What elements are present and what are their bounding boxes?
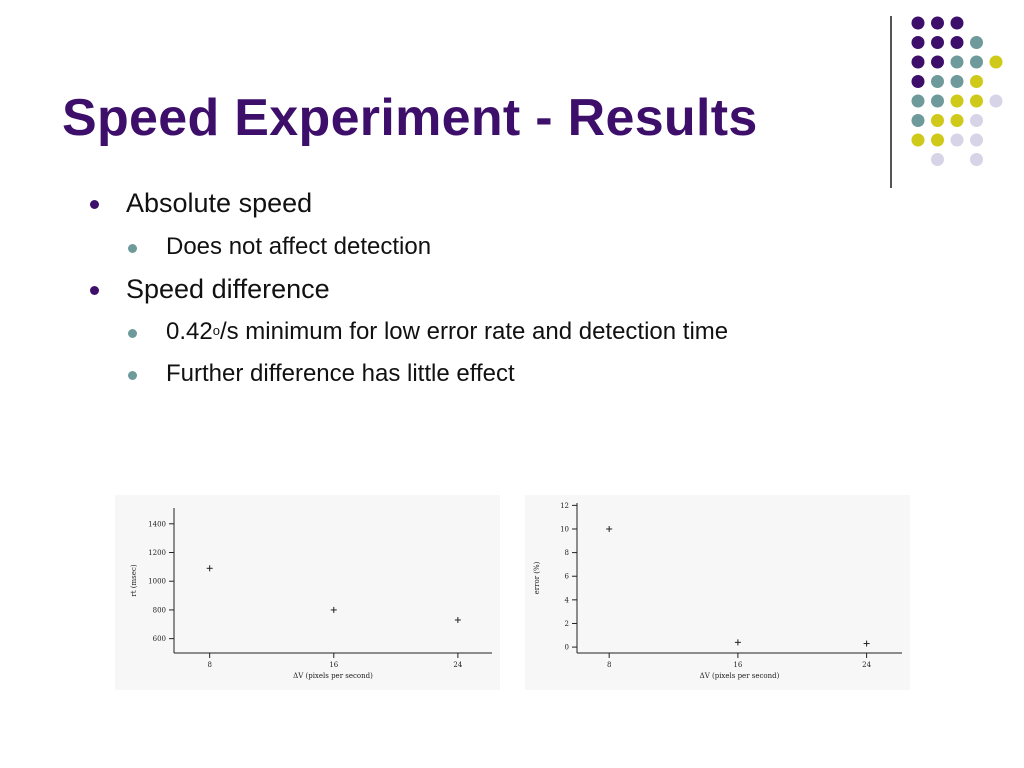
- rt-scatter-chart: 600 800 1000 1200 1400 8 16 24 ΔV (pixels per se…: [115, 495, 500, 690]
- decor-dot: [970, 114, 983, 127]
- bullet-absolute-speed: Absolute speed: [90, 188, 313, 219]
- y-tick-label: 1200: [148, 549, 166, 557]
- degree-symbol: o: [212, 323, 220, 338]
- y-axis-label: rt (msec): [130, 564, 138, 596]
- x-axis-label: ΔV (pixels per second): [293, 672, 373, 680]
- decor-dot: [931, 75, 944, 88]
- bullet-text: Absolute speed: [126, 188, 313, 218]
- y-tick-label: 1000: [148, 578, 166, 586]
- decor-dot: [911, 114, 925, 127]
- decor-dot: [989, 94, 1003, 108]
- data-point-marker: [454, 616, 461, 623]
- sub-bullet-dot: [128, 244, 137, 253]
- y-tick-label: 0: [565, 644, 569, 652]
- data-point-marker: [734, 639, 741, 646]
- x-axis-label: ΔV (pixels per second): [700, 672, 780, 680]
- decor-dot: [950, 133, 964, 147]
- decor-dot: [931, 55, 944, 69]
- decor-dot: [931, 114, 944, 127]
- decor-dot: [970, 153, 983, 166]
- y-tick-label: 800: [153, 606, 166, 614]
- sub-bullet-list: Further difference has little effect: [128, 360, 515, 388]
- decor-dot: [911, 133, 925, 147]
- header-divider-line: [890, 16, 892, 188]
- sub-bullet-dot: [128, 329, 137, 338]
- sub-bullet-dot: [128, 371, 137, 380]
- sub-bullet-does-not-affect: Does not affect detection: [128, 233, 432, 261]
- decor-dot: [970, 55, 983, 69]
- decor-dot: [970, 94, 983, 108]
- sub-bullet-minimum: 0.42o/s minimum for low error rate and d…: [128, 318, 729, 346]
- x-tick-label: 8: [207, 661, 211, 669]
- bullet-list: Speed difference: [90, 274, 330, 305]
- sub-bullet-text: Does not affect detection: [166, 233, 432, 260]
- decor-dot: [989, 55, 1003, 69]
- bullet-text: Speed difference: [126, 274, 330, 304]
- slide-title: Speed Experiment - Results: [62, 89, 758, 147]
- data-point-marker: [606, 525, 613, 532]
- sub-bullet-list: 0.42o/s minimum for low error rate and d…: [128, 318, 729, 346]
- decor-dot: [911, 75, 925, 88]
- sub-bullet-further-difference: Further difference has little effect: [128, 360, 515, 388]
- decor-dot: [970, 75, 983, 88]
- decorative-dot-grid: [911, 16, 1003, 166]
- sub-bullet-text-post: /s minimum for low error rate and detect…: [219, 318, 729, 345]
- decor-dot: [950, 75, 964, 88]
- y-tick-label: 2: [565, 620, 569, 628]
- bullet-dot: [90, 200, 99, 209]
- decor-dot: [970, 133, 983, 147]
- bullet-dot: [90, 286, 99, 295]
- decor-dot: [970, 36, 983, 49]
- y-tick-label: 10: [560, 525, 569, 533]
- data-point-marker: [206, 565, 213, 572]
- decor-dot: [931, 133, 944, 147]
- y-tick-label: 600: [153, 635, 166, 643]
- x-tick-label: 16: [329, 661, 338, 669]
- decor-dot: [911, 94, 925, 108]
- x-tick-label: 16: [733, 661, 742, 669]
- bullet-speed-difference: Speed difference: [90, 274, 330, 305]
- decor-dot: [950, 55, 964, 69]
- decor-dot: [950, 114, 964, 127]
- bullet-list: Absolute speed: [90, 188, 313, 219]
- decor-dot: [911, 55, 925, 69]
- decor-dot: [950, 36, 964, 49]
- decor-dot: [931, 153, 944, 166]
- decor-dot: [950, 94, 964, 108]
- y-axis-label: error (%): [533, 561, 541, 594]
- decor-dot: [931, 94, 944, 108]
- decor-dot: [950, 16, 964, 30]
- decor-dot: [931, 16, 944, 30]
- y-tick-label: 8: [565, 549, 569, 557]
- data-point-marker: [863, 640, 870, 647]
- decor-dot: [931, 36, 944, 49]
- y-tick-label: 12: [560, 502, 569, 510]
- decor-dot: [911, 36, 925, 49]
- y-tick-label: 4: [565, 596, 570, 604]
- sub-bullet-text: Further difference has little effect: [166, 360, 515, 387]
- decor-dot: [911, 16, 925, 30]
- sub-bullet-list: Does not affect detection: [128, 233, 432, 261]
- sub-bullet-text-pre: 0.42: [166, 318, 213, 345]
- y-tick-label: 6: [565, 573, 570, 581]
- data-point-marker: [330, 606, 337, 613]
- x-tick-label: 24: [453, 661, 462, 669]
- x-tick-label: 24: [862, 661, 871, 669]
- y-tick-label: 1400: [148, 520, 166, 528]
- x-tick-label: 8: [607, 661, 611, 669]
